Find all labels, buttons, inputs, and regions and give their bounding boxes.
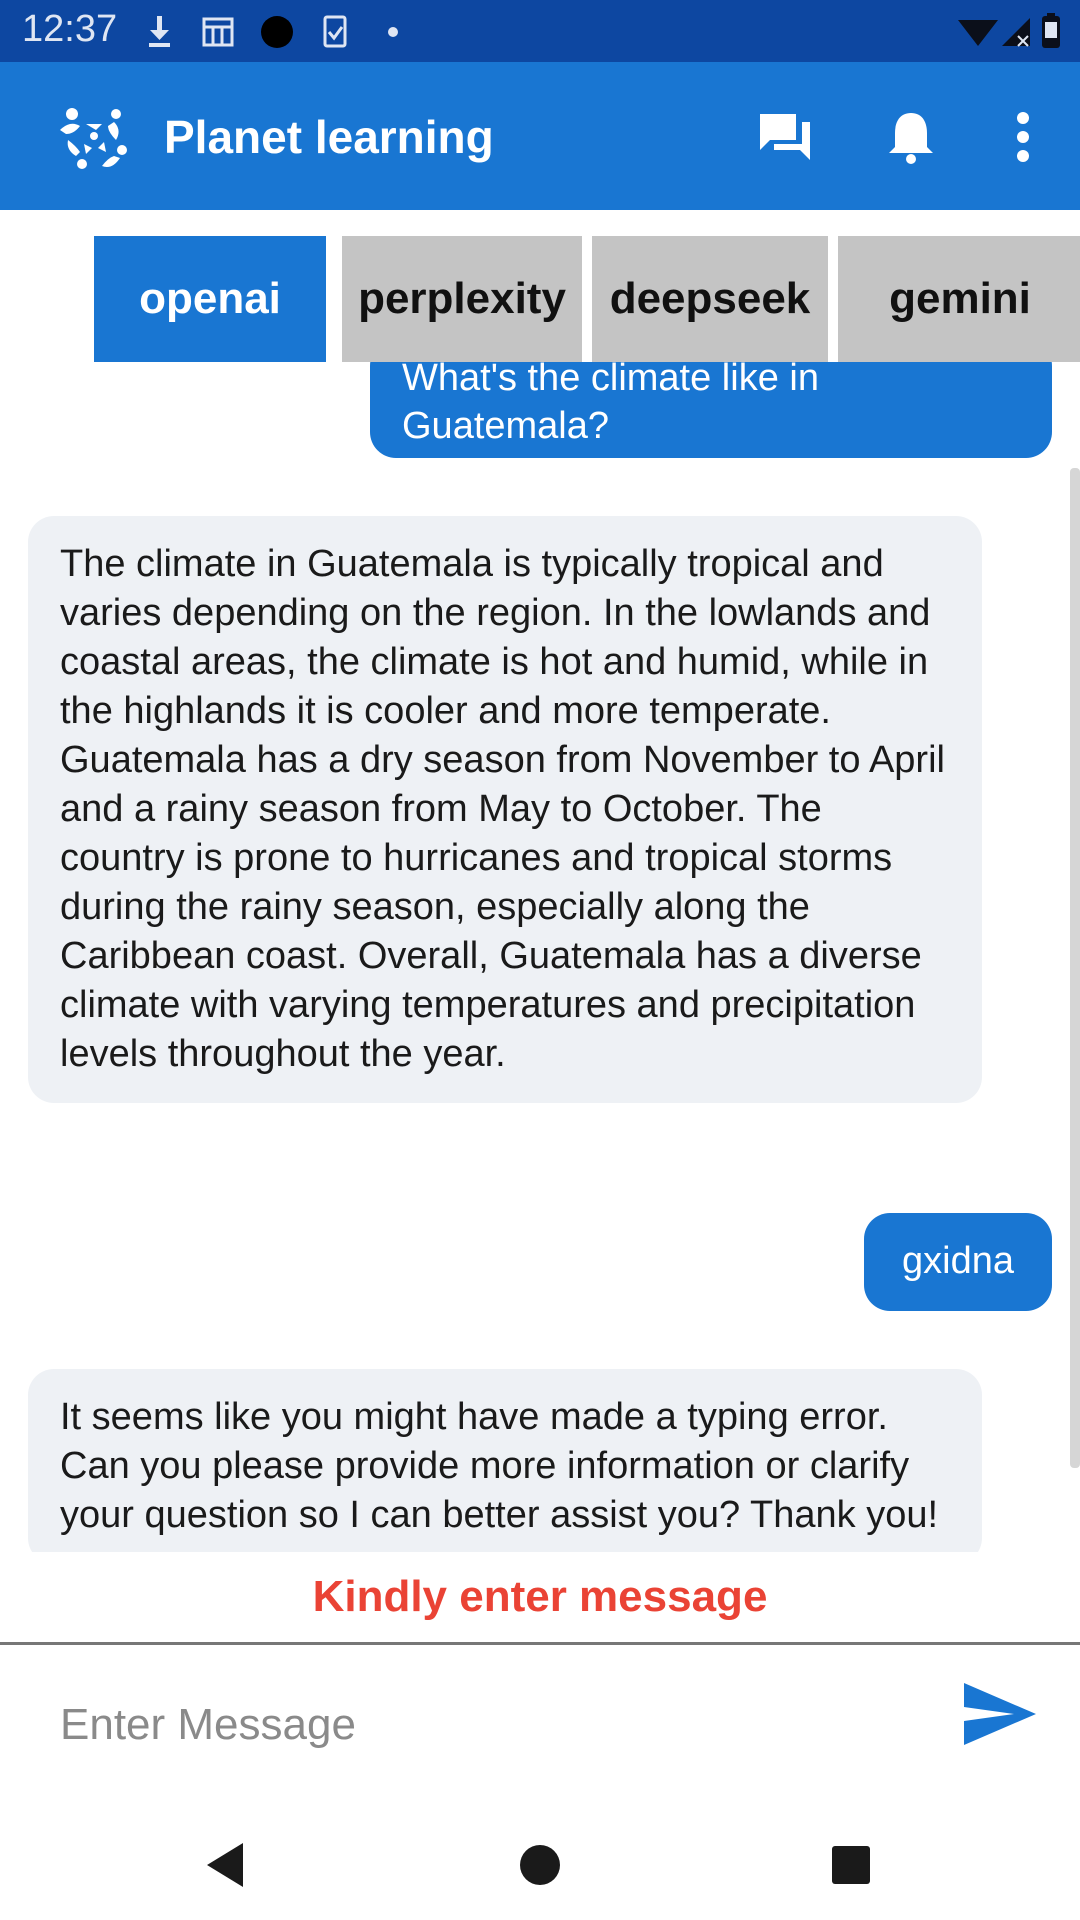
- status-left-icons: [149, 15, 398, 48]
- dot-icon: [388, 27, 398, 37]
- signal-icon: [1002, 18, 1030, 46]
- battery-icon: [1042, 13, 1060, 48]
- people-circle-logo: [60, 108, 127, 169]
- send-button[interactable]: [962, 1681, 1052, 1771]
- calendar-icon: [202, 17, 234, 47]
- bot-message: The climate in Guatemala is typically tr…: [28, 516, 982, 1103]
- download-icon: [149, 16, 170, 47]
- send-icon: [964, 1683, 1036, 1745]
- chat-icon[interactable]: [750, 102, 820, 172]
- system-nav-bar: [0, 1802, 1080, 1920]
- home-icon[interactable]: [505, 1830, 575, 1900]
- bot-message: It seems like you might have made a typi…: [28, 1369, 982, 1552]
- status-bar: 12:37: [0, 0, 1080, 62]
- back-icon[interactable]: [190, 1830, 260, 1900]
- bot-message-text: It seems like you might have made a typi…: [60, 1396, 939, 1536]
- message-input-row: [0, 1642, 1080, 1802]
- content-area: What's the climate like in Guatemala? Th…: [0, 210, 1080, 1642]
- status-right-icons: [958, 13, 1060, 48]
- clipboard-check-icon: [323, 15, 347, 48]
- message-input[interactable]: [60, 1675, 920, 1775]
- user-message: gxidna: [864, 1213, 1052, 1311]
- circle-icon: [261, 16, 293, 48]
- user-message-partial-text: What's the climate like in: [402, 357, 819, 399]
- tab-perplexity[interactable]: perplexity: [342, 236, 582, 362]
- tab-gemini[interactable]: gemini: [838, 236, 1080, 362]
- tab-openai[interactable]: openai: [94, 236, 326, 362]
- tab-deepseek[interactable]: deepseek: [592, 236, 828, 362]
- user-message-text: Guatemala?: [402, 405, 610, 447]
- provider-tabs: openai perplexity deepseek gemini: [94, 236, 1080, 362]
- user-message-text: gxidna: [902, 1240, 1014, 1282]
- recents-icon[interactable]: [816, 1830, 886, 1900]
- user-message: What's the climate like in Guatemala?: [370, 340, 1052, 458]
- scrollbar[interactable]: [1070, 468, 1080, 1468]
- app-bar: Planet learning: [0, 62, 1080, 210]
- wifi-icon: [958, 20, 998, 46]
- more-vert-icon[interactable]: [988, 102, 1058, 172]
- bot-message-text: The climate in Guatemala is typically tr…: [60, 543, 945, 1075]
- app-title: Planet learning: [164, 111, 494, 163]
- error-message: Kindly enter message: [312, 1572, 768, 1621]
- chat-list[interactable]: What's the climate like in Guatemala? Th…: [0, 210, 1080, 1552]
- status-time: 12:37: [22, 8, 118, 50]
- bell-icon[interactable]: [876, 102, 946, 172]
